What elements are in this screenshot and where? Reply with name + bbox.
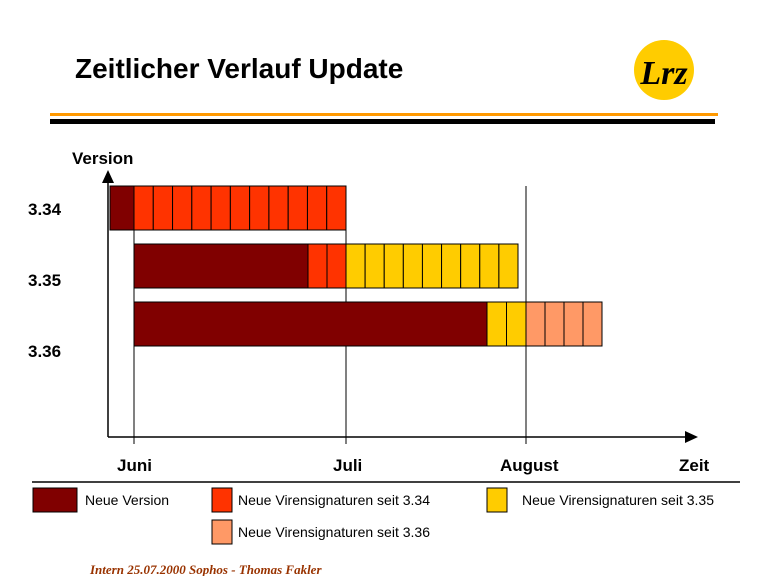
timeline-cell [582, 301, 603, 347]
legend-swatch [486, 487, 508, 513]
title: Zeitlicher Verlauf Update [75, 53, 403, 84]
x-label: Zeit [679, 456, 710, 475]
timeline-cell [421, 243, 443, 289]
x-label: August [500, 456, 559, 475]
legend-label: Neue Virensignaturen seit 3.36 [238, 524, 430, 540]
legend-label: Neue Virensignaturen seit 3.35 [522, 492, 714, 508]
x-label: Juni [117, 456, 152, 475]
timeline-cell [152, 185, 174, 231]
legend-swatch [211, 519, 233, 545]
timeline-cell [460, 243, 481, 289]
logo: Lrz [639, 55, 688, 92]
timeline-cell [486, 301, 507, 347]
timeline-cell [525, 301, 546, 347]
timeline-cell [249, 185, 270, 231]
timeline [109, 185, 603, 444]
timeline-cell [544, 301, 565, 347]
logo-circle [634, 40, 694, 100]
y-axis-label: Version [72, 149, 133, 168]
timeline-cell [506, 301, 527, 347]
timeline-cell [306, 185, 328, 231]
timeline-cell [191, 185, 212, 231]
rule-black [50, 119, 715, 124]
timeline-cell [307, 243, 328, 289]
timeline-cell [364, 243, 385, 289]
legend-label: Neue Version [85, 492, 169, 508]
legend-swatch [211, 487, 233, 513]
x-arrow [685, 431, 698, 443]
timeline-cell [479, 243, 500, 289]
rule-orange [50, 113, 718, 116]
timeline-cell [402, 243, 423, 289]
x-label: Juli [333, 456, 362, 475]
y-arrow [102, 170, 114, 183]
timeline-cell [563, 301, 584, 347]
row-label: 3.36 [28, 342, 61, 361]
legend-label: Neue Virensignaturen seit 3.34 [238, 492, 430, 508]
timeline-cell [229, 185, 251, 231]
timeline-cell [133, 301, 488, 347]
timeline-cell [287, 185, 308, 231]
timeline-cell [109, 185, 135, 231]
timeline-cell [268, 185, 289, 231]
timeline-cell [441, 243, 462, 289]
footer: Intern 25.07.2000 Sophos - Thomas Fakler [89, 562, 322, 576]
timeline-cell [345, 243, 366, 289]
timeline-cell [133, 185, 154, 231]
timeline-cell [498, 243, 519, 289]
timeline-cell [383, 243, 404, 289]
legend-swatch [32, 487, 78, 513]
row-label: 3.35 [28, 271, 61, 290]
timeline-cell [133, 243, 309, 289]
timeline-cell [210, 185, 231, 231]
timeline-cell [326, 185, 347, 231]
timeline-cell [326, 243, 347, 289]
row-label: 3.34 [28, 200, 62, 219]
timeline-cell [172, 185, 193, 231]
